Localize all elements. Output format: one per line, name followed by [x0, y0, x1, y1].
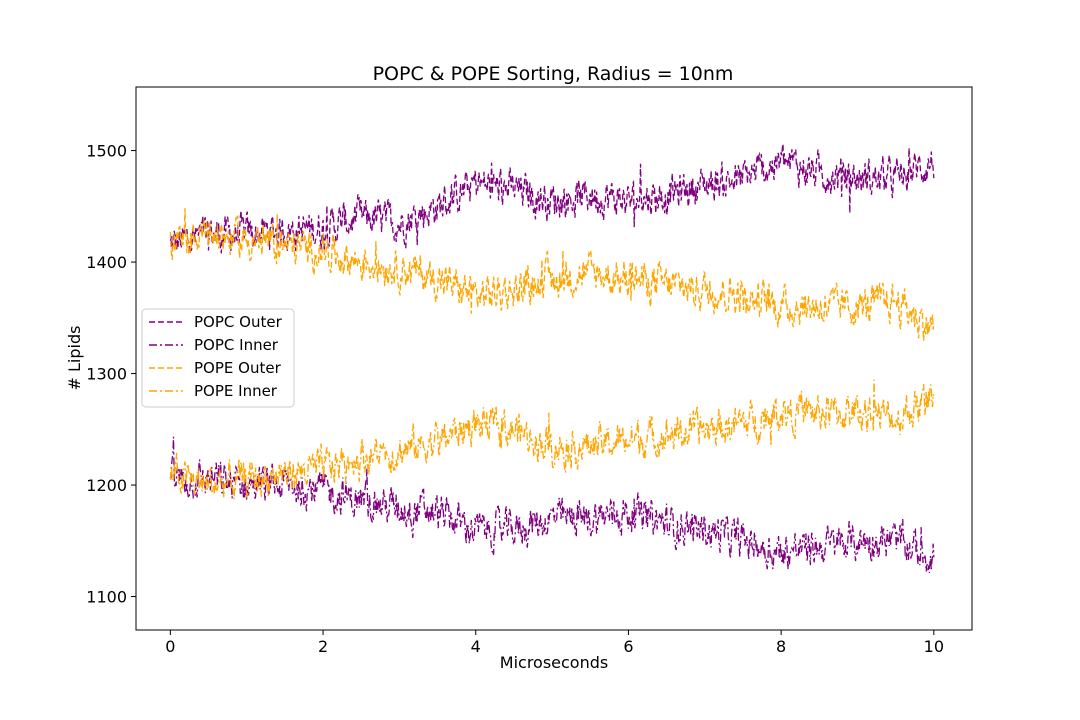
legend-label: POPC Inner: [194, 336, 279, 354]
legend-label: POPE Inner: [194, 382, 278, 400]
x-axis: 0 2 4 6 8 10: [165, 630, 944, 656]
x-tick-label: 4: [471, 637, 481, 656]
legend-label: POPC Outer: [194, 313, 283, 331]
y-tick-label: 1400: [86, 253, 127, 272]
x-tick-label: 2: [318, 637, 328, 656]
legend-box: [141, 308, 295, 408]
legend-label: POPE Outer: [194, 359, 282, 377]
x-axis-label: Microseconds: [500, 653, 608, 672]
plot-frame: [135, 86, 973, 631]
chart-title: POPC & POPE Sorting, Radius = 10nm: [373, 63, 734, 85]
y-axis: 1100 1200 1300 1400 1500: [86, 142, 136, 607]
y-axis-label: # Lipids: [65, 326, 84, 391]
series-popc-inner-line: [169, 436, 935, 574]
series-layer: [169, 143, 935, 574]
y-tick-label: 1200: [86, 476, 127, 495]
x-tick-label: 10: [924, 637, 944, 656]
x-tick-label: 6: [623, 637, 633, 656]
series-popc-outer-line: [169, 143, 935, 254]
y-tick-label: 1100: [86, 588, 127, 607]
y-tick-label: 1300: [86, 365, 127, 384]
series-pope-inner-line: [169, 379, 935, 500]
series-pope-outer-line: [169, 208, 935, 341]
y-tick-label: 1500: [86, 142, 127, 161]
x-tick-label: 8: [776, 637, 786, 656]
legend: POPC Outer POPC Inner POPE Outer POPE Inner: [141, 308, 295, 408]
x-tick-label: 0: [165, 637, 175, 656]
